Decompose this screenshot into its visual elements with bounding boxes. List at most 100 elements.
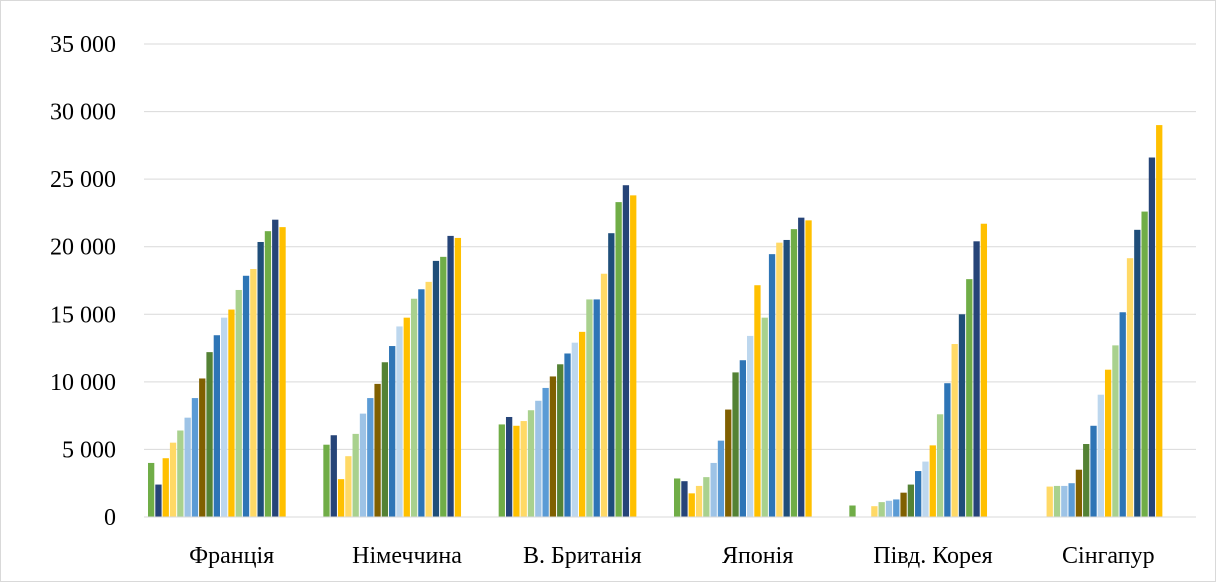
bar: [1112, 345, 1119, 517]
bar-group-5: [849, 223, 988, 518]
bar-group-3: [498, 185, 637, 518]
bar: [520, 421, 527, 517]
bar: [922, 461, 929, 517]
bar: [505, 416, 513, 517]
bar: [199, 378, 206, 517]
bar-group-2: [323, 235, 462, 517]
bar: [608, 233, 615, 517]
bar-group-6: [1046, 125, 1163, 517]
gridlines: [144, 43, 1196, 450]
bar: [177, 430, 184, 517]
bar: [1134, 229, 1141, 517]
bar: [761, 317, 768, 517]
x-tick-label: В. Британія: [523, 543, 642, 569]
bar: [885, 500, 893, 517]
bar-group-1: [148, 219, 286, 518]
bar: [155, 484, 162, 517]
x-tick-label: Сінгапур: [1062, 543, 1155, 569]
bar: [557, 364, 564, 517]
bar: [717, 440, 725, 517]
bar: [593, 299, 600, 517]
bar: [359, 413, 367, 517]
bars: [148, 125, 1163, 518]
bar: [242, 275, 250, 517]
bar: [578, 331, 586, 517]
bar: [571, 342, 578, 517]
bar: [805, 220, 812, 518]
bar: [622, 185, 630, 517]
bar: [703, 477, 710, 517]
bar: [681, 481, 688, 517]
bar: [374, 383, 381, 517]
y-tick-label: 0: [104, 505, 116, 531]
bar: [615, 202, 622, 517]
bar: [425, 281, 432, 517]
bar: [264, 231, 272, 518]
bar: [688, 493, 695, 517]
bar: [257, 241, 264, 518]
bar: [878, 502, 885, 517]
bar: [768, 254, 776, 517]
bar: [352, 433, 359, 517]
bar: [389, 346, 396, 517]
bar: [440, 256, 447, 517]
bar: [600, 273, 608, 517]
y-tick-label: 20 000: [50, 235, 116, 261]
bar: [250, 269, 257, 517]
bar: [1061, 485, 1068, 517]
bar: [944, 383, 951, 517]
bar: [148, 462, 155, 517]
bar: [1119, 312, 1126, 517]
bar: [980, 223, 988, 518]
bar: [871, 506, 878, 517]
bar: [418, 289, 425, 517]
bar: [929, 445, 936, 517]
bar: [535, 400, 542, 517]
bar: [1046, 486, 1053, 517]
bar: [191, 398, 199, 517]
bar: [900, 492, 907, 517]
bar: [674, 478, 681, 517]
bar: [381, 362, 389, 517]
bar: [330, 435, 337, 517]
bar: [396, 326, 403, 517]
bar: [432, 260, 440, 517]
bar: [710, 462, 717, 517]
bar: [790, 229, 798, 517]
bar: [221, 317, 228, 517]
bar: [907, 484, 915, 517]
y-tick-label: 35 000: [50, 32, 116, 58]
bar: [1097, 394, 1104, 517]
bar: [936, 414, 944, 517]
bar: [410, 298, 418, 517]
bar: [798, 217, 805, 517]
y-tick-label: 5 000: [62, 437, 116, 463]
bar: [1156, 125, 1163, 517]
bar: [206, 352, 213, 517]
y-tick-label: 30 000: [50, 100, 116, 126]
bar: [586, 299, 593, 517]
bar: [279, 227, 286, 517]
bar: [527, 410, 535, 517]
bar: [695, 485, 703, 517]
bar: [513, 425, 520, 517]
x-axis-tick-labels: Франція Німеччина В. Британія Японія Півд. К…: [189, 543, 1154, 569]
bar: [337, 479, 345, 517]
x-tick-label: Півд. Корея: [873, 543, 992, 569]
bar: [849, 505, 856, 517]
bar: [1090, 425, 1097, 517]
bar: [184, 417, 191, 517]
bar: [973, 241, 980, 517]
bar: [630, 195, 637, 518]
bar: [1068, 483, 1075, 517]
x-tick-label: Японія: [722, 543, 793, 569]
bar: [747, 335, 754, 517]
bar: [739, 360, 746, 517]
bar: [1141, 211, 1148, 517]
bar: [345, 456, 352, 517]
bar: [323, 444, 330, 517]
bar: [367, 398, 374, 517]
bar: [783, 239, 790, 517]
